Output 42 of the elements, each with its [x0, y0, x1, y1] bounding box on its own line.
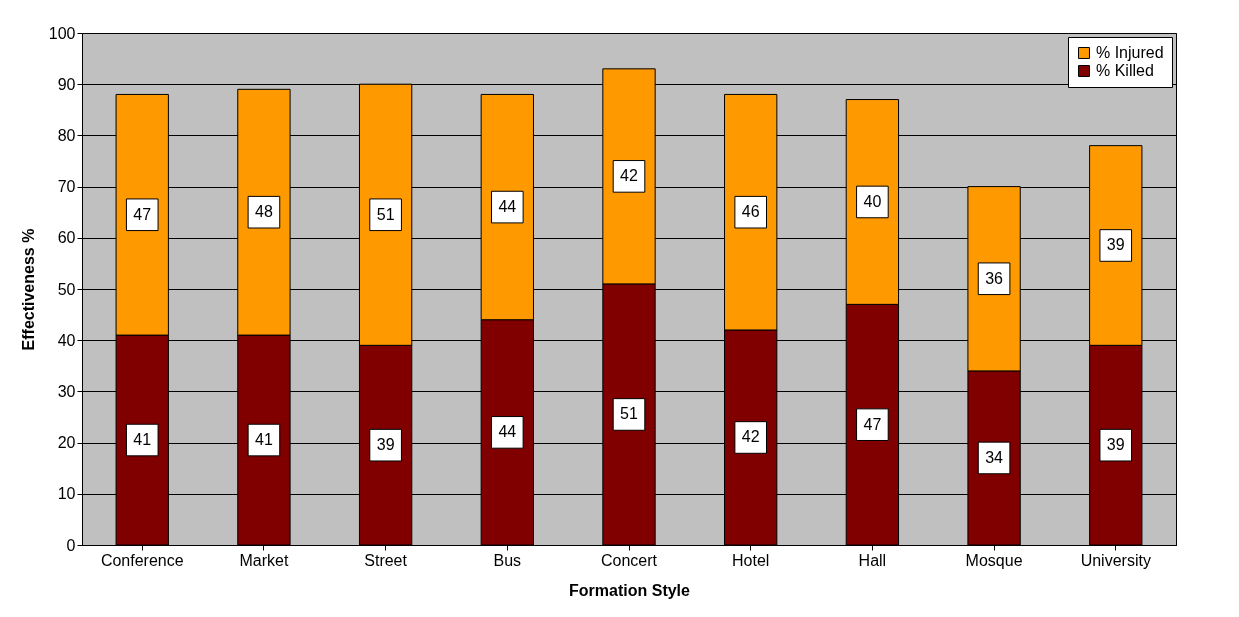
- y-tick-label: 70: [57, 178, 76, 196]
- data-label: 39: [376, 436, 395, 454]
- data-label: 42: [620, 167, 638, 185]
- y-tick-label: 0: [66, 536, 76, 554]
- data-label: 51: [620, 405, 638, 423]
- legend-label: % Injured: [1096, 44, 1164, 61]
- data-label: 34: [985, 448, 1004, 466]
- x-tick-label: Market: [239, 551, 289, 569]
- x-tick-label: Bus: [493, 551, 522, 569]
- data-label: 36: [985, 269, 1004, 287]
- x-tick-label: Concert: [600, 551, 658, 569]
- y-tick-label: 20: [57, 434, 76, 452]
- y-tick-label: 100: [48, 24, 76, 42]
- data-label: 44: [498, 423, 517, 441]
- y-tick-label: 40: [57, 331, 76, 349]
- y-tick-label: 50: [57, 280, 76, 298]
- x-axis-title: Formation Style: [569, 581, 691, 599]
- data-label: 47: [863, 415, 882, 433]
- data-label: 41: [255, 431, 273, 449]
- x-tick-label: University: [1080, 551, 1151, 569]
- data-label: 41: [133, 431, 152, 449]
- y-tick-label: 90: [57, 75, 76, 93]
- data-label: 47: [133, 205, 152, 223]
- data-label: 42: [741, 428, 760, 446]
- y-tick-label: 60: [57, 229, 76, 247]
- data-label: 46: [741, 203, 760, 221]
- data-label: 48: [255, 203, 273, 221]
- data-label: 40: [863, 192, 882, 210]
- x-tick-label: Hall: [858, 551, 887, 569]
- data-label: 39: [1106, 436, 1125, 454]
- data-label: 51: [376, 205, 395, 223]
- legend-label: % Killed: [1096, 62, 1154, 79]
- data-label: 39: [1106, 236, 1125, 254]
- y-tick-label: 80: [57, 126, 76, 144]
- y-tick-label: 30: [57, 382, 76, 400]
- x-tick-label: Mosque: [965, 551, 1023, 569]
- y-tick-label: 10: [57, 485, 76, 503]
- x-tick-label: Conference: [100, 551, 184, 569]
- x-tick-label: Street: [364, 551, 408, 569]
- y-axis-title: Effectiveness %: [19, 228, 37, 351]
- x-tick-label: Hotel: [732, 551, 770, 569]
- data-label: 44: [498, 198, 517, 216]
